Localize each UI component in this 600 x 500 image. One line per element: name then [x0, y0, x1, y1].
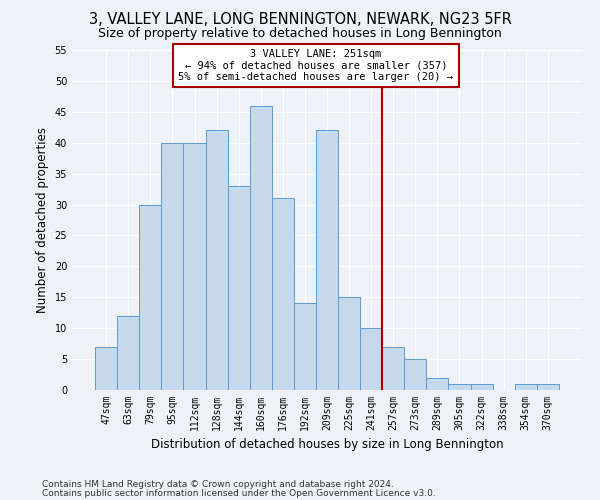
- Bar: [294, 304, 316, 390]
- Bar: [404, 359, 427, 390]
- Bar: [139, 204, 161, 390]
- Bar: [184, 142, 206, 390]
- Bar: [117, 316, 139, 390]
- Bar: [338, 298, 360, 390]
- Text: 3 VALLEY LANE: 251sqm
← 94% of detached houses are smaller (357)
5% of semi-deta: 3 VALLEY LANE: 251sqm ← 94% of detached …: [178, 49, 454, 82]
- Bar: [227, 186, 250, 390]
- Bar: [161, 142, 184, 390]
- Bar: [470, 384, 493, 390]
- Bar: [206, 130, 227, 390]
- Bar: [537, 384, 559, 390]
- Bar: [272, 198, 294, 390]
- Text: 3, VALLEY LANE, LONG BENNINGTON, NEWARK, NG23 5FR: 3, VALLEY LANE, LONG BENNINGTON, NEWARK,…: [89, 12, 511, 28]
- Text: Size of property relative to detached houses in Long Bennington: Size of property relative to detached ho…: [98, 28, 502, 40]
- X-axis label: Distribution of detached houses by size in Long Bennington: Distribution of detached houses by size …: [151, 438, 503, 452]
- Bar: [448, 384, 470, 390]
- Bar: [316, 130, 338, 390]
- Bar: [515, 384, 537, 390]
- Bar: [360, 328, 382, 390]
- Bar: [250, 106, 272, 390]
- Bar: [95, 346, 117, 390]
- Text: Contains HM Land Registry data © Crown copyright and database right 2024.: Contains HM Land Registry data © Crown c…: [42, 480, 394, 489]
- Text: Contains public sector information licensed under the Open Government Licence v3: Contains public sector information licen…: [42, 488, 436, 498]
- Y-axis label: Number of detached properties: Number of detached properties: [36, 127, 49, 313]
- Bar: [382, 346, 404, 390]
- Bar: [427, 378, 448, 390]
